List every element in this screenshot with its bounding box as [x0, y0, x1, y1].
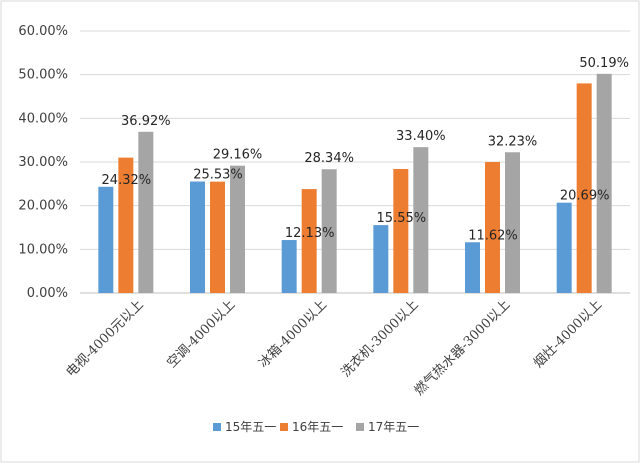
data-labels: 24.32% 36.92% 25.53% 29.16% 12.13% 28.34% 15.5… — [102, 56, 629, 243]
data-label: 32.23% — [488, 134, 538, 149]
bar-2-3 — [301, 189, 317, 293]
y-tick-label: 40.00% — [18, 111, 68, 126]
data-label: 29.16% — [213, 148, 263, 163]
data-label: 12.13% — [285, 226, 335, 241]
bar-1-4 — [373, 225, 389, 293]
y-tick-label: 20.00% — [18, 199, 68, 214]
y-tick-label: 60.00% — [18, 24, 68, 39]
data-label: 50.19% — [579, 56, 629, 71]
data-label: 20.69% — [560, 189, 610, 204]
legend-label: 16年五一 — [292, 420, 343, 434]
bar-2-5 — [485, 162, 500, 293]
bar-3-4 — [413, 147, 429, 293]
bar-3-2 — [230, 165, 245, 293]
bar-1-2 — [190, 181, 205, 293]
bar-3-1 — [138, 131, 154, 293]
bar-3-6 — [596, 73, 612, 293]
bars — [98, 73, 612, 294]
data-label: 36.92% — [121, 114, 171, 129]
bar-1-3 — [281, 240, 297, 293]
legend-swatch — [213, 423, 221, 431]
legend-label: 15年五一 — [225, 420, 276, 434]
y-axis-ticks: 0.00% 10.00% 20.00% 30.00% 40.00% 50.00% 60.00… — [18, 24, 68, 301]
bar-2-1 — [118, 157, 134, 293]
y-tick-label: 0.00% — [27, 286, 68, 301]
gridlines — [80, 30, 630, 294]
bar-1-6 — [556, 202, 572, 293]
bar-2-6 — [576, 83, 592, 294]
legend-label: 17年五一 — [368, 420, 419, 434]
y-tick-label: 10.00% — [18, 242, 68, 257]
legend-swatch — [356, 423, 364, 431]
bar-2-2 — [210, 181, 225, 293]
bar-3-5 — [505, 152, 520, 293]
bar-1-1 — [98, 186, 114, 293]
data-label: 28.34% — [304, 151, 354, 166]
bar-1-5 — [465, 242, 480, 293]
data-label: 33.40% — [396, 129, 446, 144]
y-tick-label: 30.00% — [18, 155, 68, 170]
data-label: 25.53% — [193, 168, 243, 183]
legend: 15年五一 16年五一 17年五一 — [213, 420, 419, 434]
data-label: 24.32% — [102, 173, 152, 188]
bar-2-4 — [393, 168, 409, 293]
y-tick-label: 50.00% — [18, 68, 68, 83]
data-label: 15.55% — [377, 211, 427, 226]
data-label: 11.62% — [468, 228, 518, 243]
legend-swatch — [280, 423, 288, 431]
bar-3-3 — [321, 169, 337, 293]
